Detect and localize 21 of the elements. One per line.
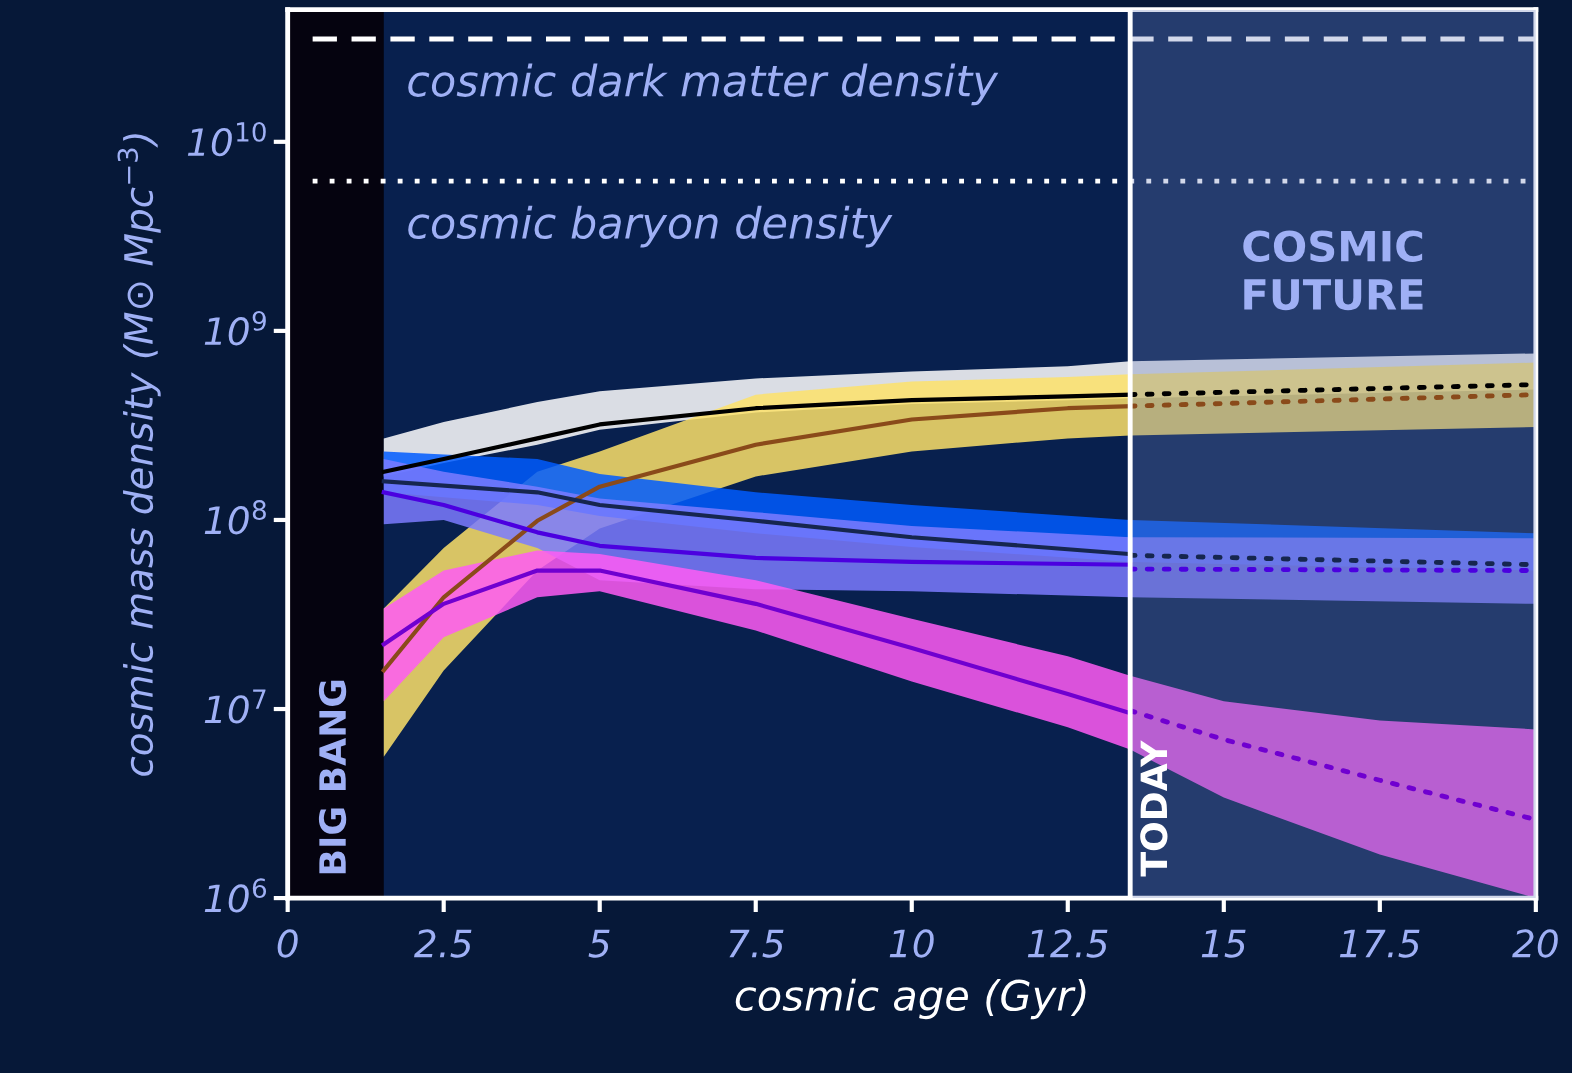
- ref-line-label: cosmic baryon density: [408, 205, 893, 248]
- y-tick-label: 10$^{9}$: [204, 311, 266, 346]
- y-tick-label: 10$^{10}$: [187, 121, 266, 157]
- x-tick-label: 2.5: [414, 929, 472, 958]
- x-tick-label: 10: [889, 929, 934, 958]
- band-label: BIG BANG: [318, 680, 347, 874]
- y-tick-label: 10$^{7}$: [204, 689, 266, 724]
- x-axis-title: cosmic age (Gyr): [735, 978, 1086, 1020]
- x-tick-label: 7.5: [729, 929, 784, 958]
- ref-line-label: cosmic dark matter density: [408, 63, 999, 106]
- x-tick-label: 12.5: [1027, 929, 1108, 958]
- x-tick-label: 17.5: [1339, 929, 1420, 958]
- x-tick-label: 20: [1512, 929, 1558, 958]
- y-axis-title: cosmic mass density (M⊙ Mpc$^{−3}$): [117, 134, 161, 776]
- y-tick-label: 10$^{6}$: [204, 878, 267, 913]
- ref-line-label: TODAY: [1140, 740, 1168, 877]
- band-label: COSMIC FUTURE: [1243, 230, 1423, 311]
- y-tick-label: 10$^{8}$: [204, 500, 266, 535]
- x-tick-label: 0: [277, 929, 298, 958]
- x-tick-label: 5: [588, 929, 610, 958]
- x-tick-label: 15: [1201, 929, 1246, 958]
